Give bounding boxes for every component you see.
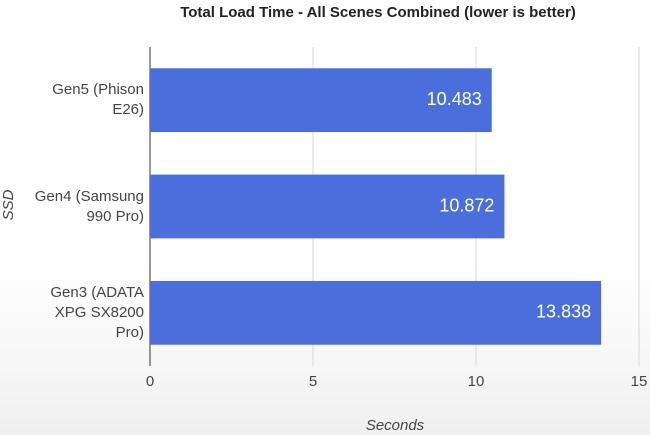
- x-tick-label: 0: [146, 373, 154, 390]
- x-axis-title: Seconds: [366, 417, 425, 434]
- chart-title: Total Load Time - All Scenes Combined (l…: [180, 4, 576, 21]
- value-label: 10.872: [439, 195, 494, 215]
- value-label: 13.838: [536, 302, 591, 322]
- x-tick-label: 15: [631, 373, 648, 390]
- bar: [150, 68, 492, 133]
- x-tick-label: 5: [309, 373, 317, 390]
- x-tick-label: 10: [468, 373, 485, 390]
- y-tick-label: Gen3 (ADATA XPG SX8200 Pro): [50, 283, 144, 341]
- y-tick-label: Gen5 (Phison E26): [52, 81, 144, 119]
- y-tick-label: Gen4 (Samsung 990 Pro): [34, 187, 144, 225]
- bar: [150, 280, 602, 345]
- y-axis-title: SSD: [0, 189, 17, 220]
- value-label: 10.483: [427, 89, 482, 109]
- bar: [150, 174, 505, 239]
